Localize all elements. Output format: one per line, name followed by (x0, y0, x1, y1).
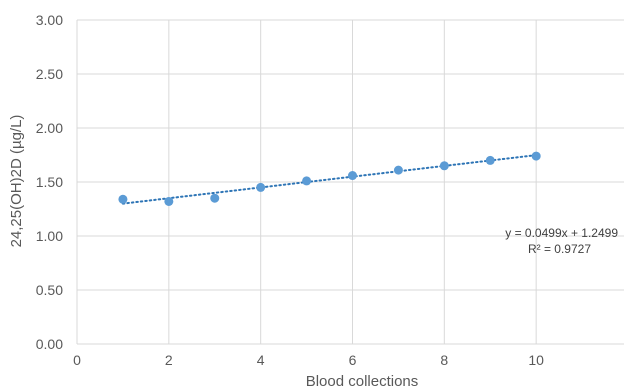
x-tick-label: 4 (257, 352, 265, 368)
y-tick-label: 3.00 (36, 12, 63, 28)
y-tick-label: 0.00 (36, 336, 63, 352)
data-points-layer (118, 151, 541, 206)
labels-layer: y = 0.0499x + 1.2499 R² = 0.9727 Blood c… (8, 115, 618, 388)
trendline-layer (121, 154, 538, 205)
x-tick-label: 6 (349, 352, 357, 368)
trendline-r-squared: R² = 0.9727 (528, 242, 591, 256)
grid-layer (76, 19, 624, 345)
x-axis-title: Blood collections (306, 373, 419, 388)
x-tick-label: 8 (440, 352, 448, 368)
axis-layer: 0.00 0.50 1.00 1.50 2.00 2.50 3.00 0 2 4 6 8 10 (36, 12, 544, 368)
y-tick-label: 1.00 (36, 228, 63, 244)
data-point (485, 155, 495, 165)
y-tick-label: 2.50 (36, 66, 63, 82)
trendline-equation: y = 0.0499x + 1.2499 (505, 226, 618, 240)
y-tick-label: 2.00 (36, 120, 63, 136)
data-point (531, 151, 541, 161)
x-tick-label: 10 (528, 352, 544, 368)
x-tick-label: 0 (73, 352, 81, 368)
y-axis-title: 24,25(OH)2D (µg/L) (8, 115, 25, 248)
data-point (210, 193, 220, 203)
data-point (302, 176, 312, 186)
data-point (439, 161, 449, 171)
linear-trendline (121, 154, 538, 205)
data-point (393, 165, 403, 175)
data-point (256, 182, 266, 192)
y-tick-label: 0.50 (36, 282, 63, 298)
data-point (348, 171, 357, 181)
data-point (164, 196, 174, 206)
y-tick-label: 1.50 (36, 174, 63, 190)
data-point (118, 194, 128, 204)
x-tick-label: 2 (165, 352, 173, 368)
